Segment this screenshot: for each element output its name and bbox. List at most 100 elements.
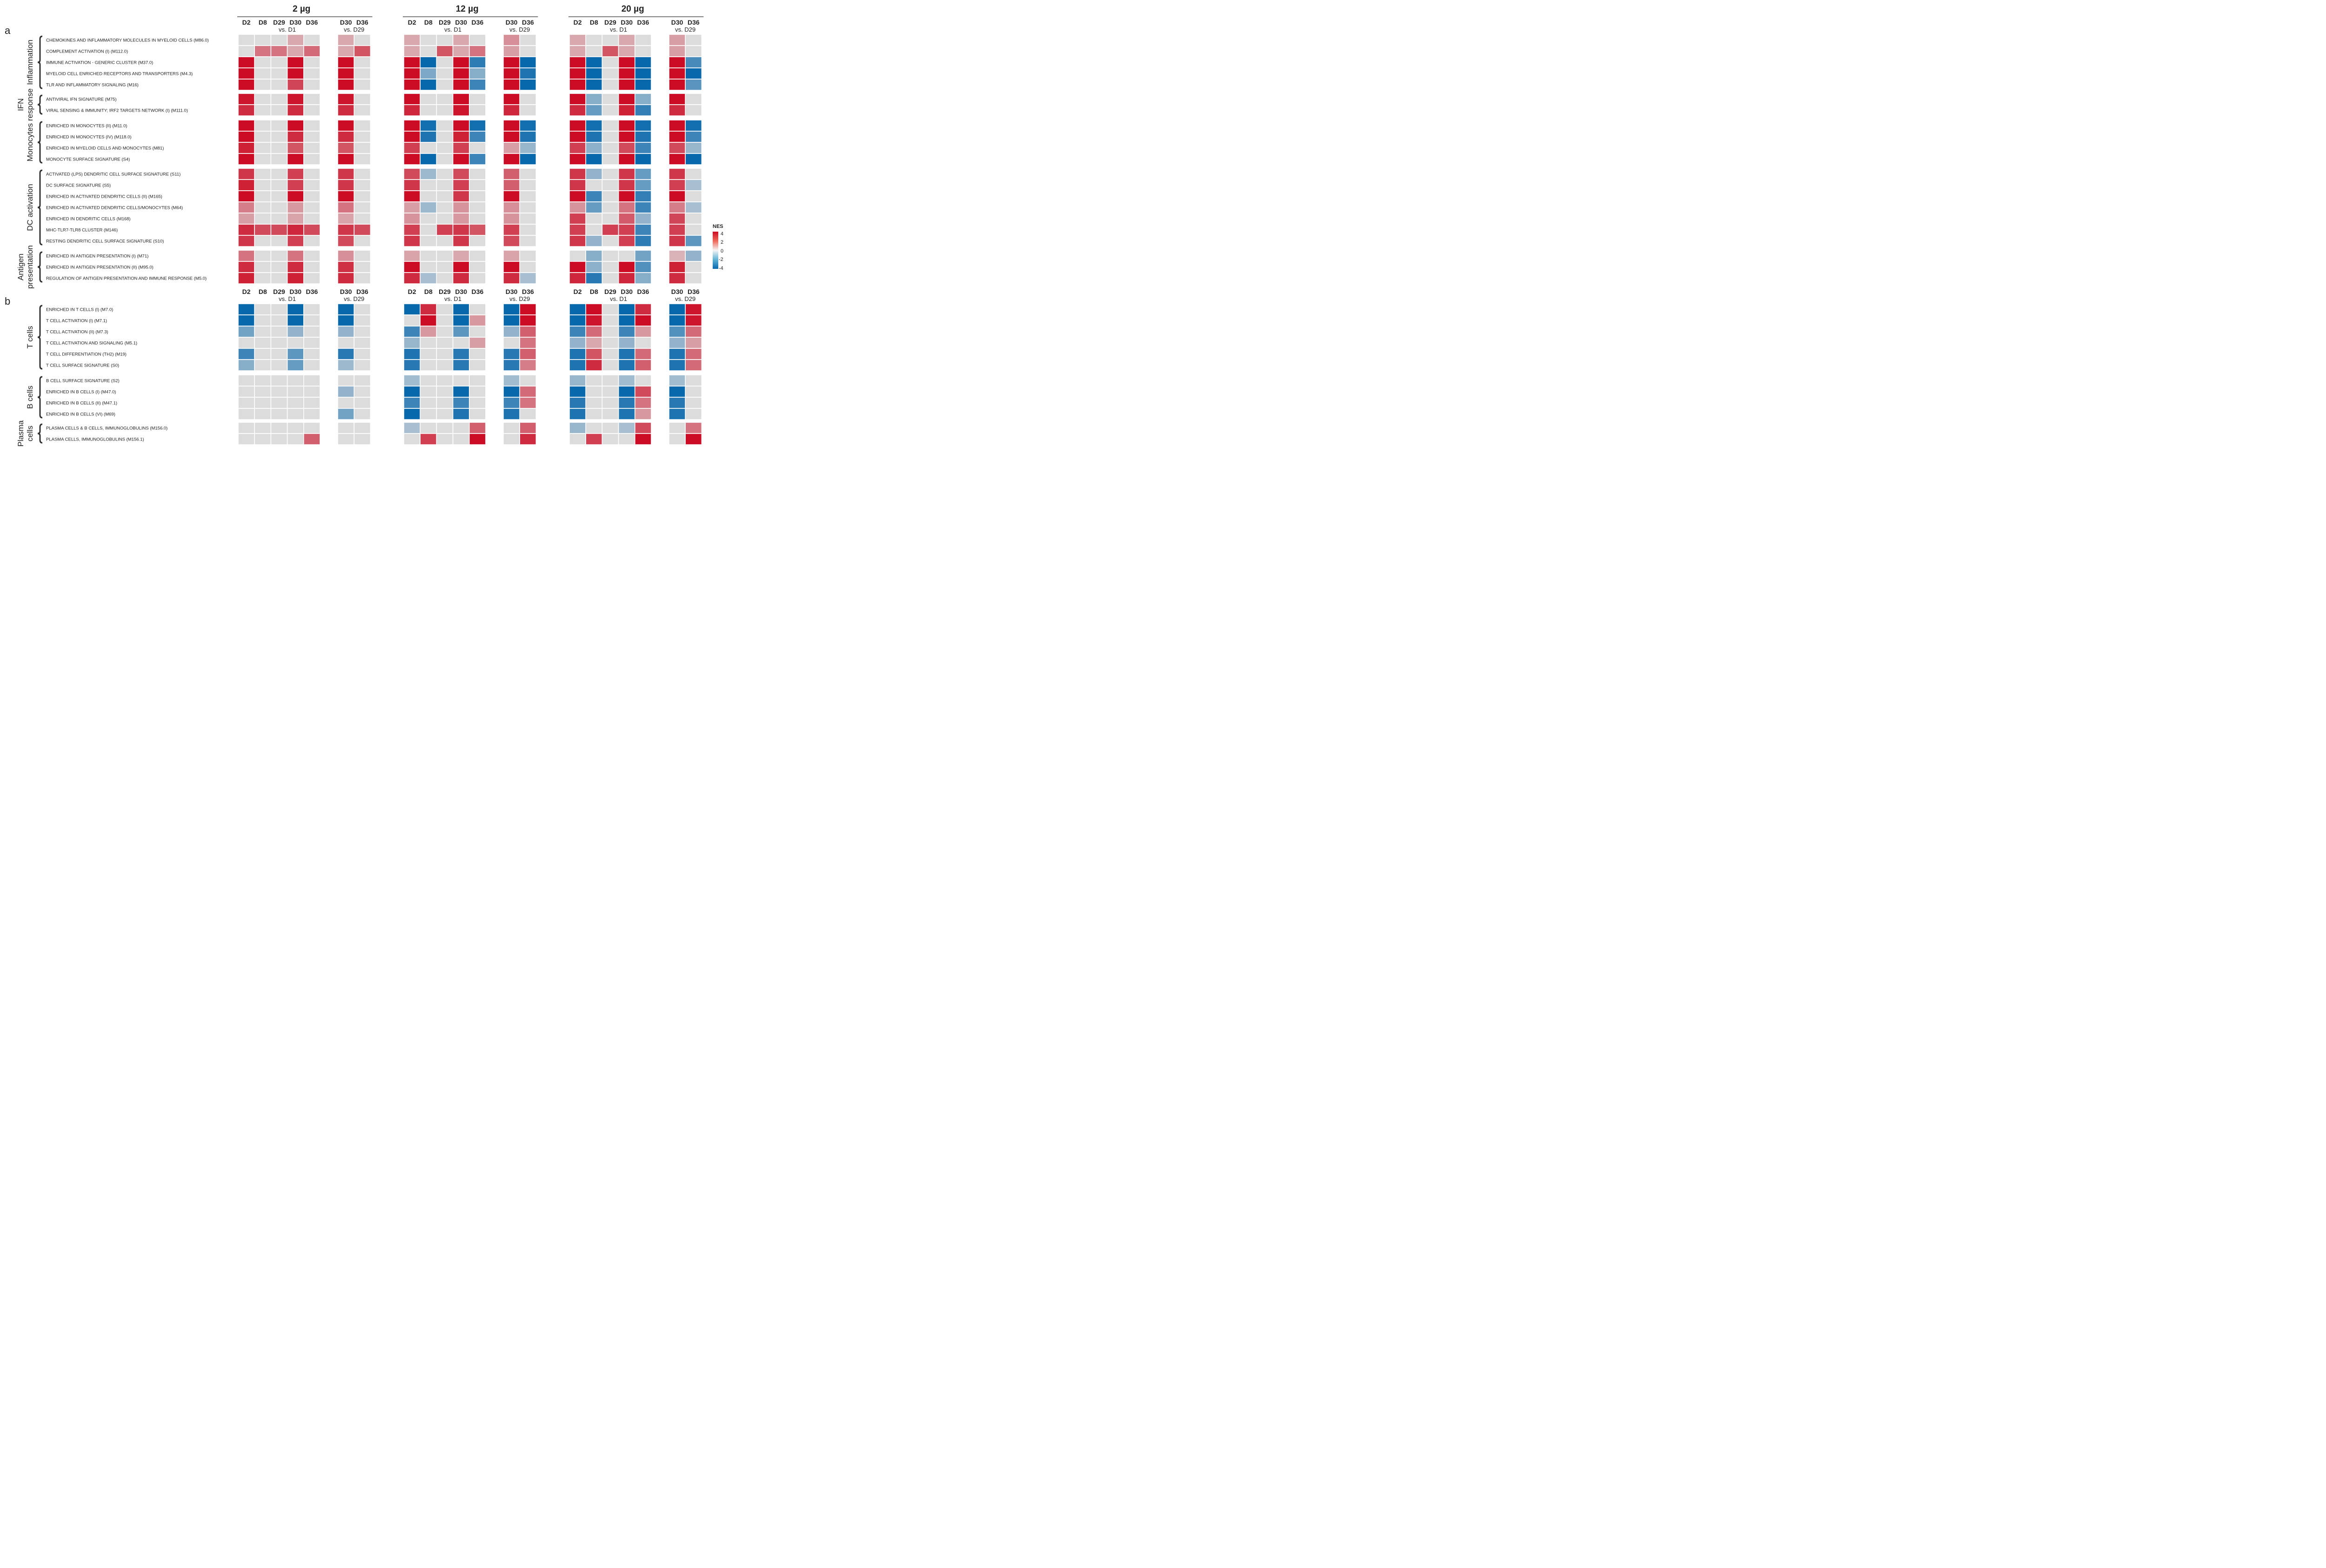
heatmap-cell (238, 120, 255, 132)
column-label: D29 (604, 288, 616, 295)
heatmap-cell (468, 190, 486, 202)
heatmap-cell (468, 250, 486, 262)
row-labels: CHEMOKINES AND INFLAMMATORY MOLECULES IN… (46, 38, 209, 442)
heatmap-cell (519, 120, 537, 132)
heatmap-cell (354, 67, 371, 80)
heatmap-cell (602, 261, 619, 273)
column-label: D30 (621, 19, 633, 26)
heatmap-cell (685, 348, 702, 360)
heatmap-cell (618, 131, 635, 143)
heatmap-cell (569, 422, 587, 434)
heatmap-cell (635, 235, 652, 247)
heatmap-cell (238, 250, 255, 262)
heatmap-cell (420, 314, 437, 327)
row-label: MONOCYTE SURFACE SIGNATURE (S4) (46, 157, 130, 162)
heatmap-cell (602, 142, 619, 154)
heatmap-cell (635, 386, 652, 398)
heatmap-cell (403, 422, 421, 434)
row-label: ENRICHED IN ACTIVATED DENDRITIC CELLS/MO… (46, 206, 183, 211)
column-label: D36 (472, 288, 484, 295)
heatmap-cell (503, 433, 521, 445)
heatmap-cell (270, 348, 288, 360)
heatmap-cell (618, 79, 635, 91)
heatmap-cell (303, 179, 321, 191)
heatmap-cell (403, 314, 421, 327)
heatmap-cell (452, 153, 470, 165)
heatmap-cell (452, 272, 470, 284)
row-label: ENRICHED IN ANTIGEN PRESENTATION (II) (M… (46, 265, 154, 270)
column-label: D36 (688, 288, 700, 295)
heatmap-cell (436, 261, 454, 273)
heatmap-cell (238, 326, 255, 338)
heatmap-cell (569, 224, 587, 236)
heatmap-cell (618, 272, 635, 284)
group-label: Monocytes (26, 123, 34, 161)
heatmap-cell (468, 104, 486, 116)
heatmap-cell (602, 93, 619, 105)
column-label: D2 (242, 19, 251, 26)
heatmap-cell (287, 153, 304, 165)
heatmap-cell (503, 224, 521, 236)
heatmap-cell (403, 348, 421, 360)
heatmap-cell (420, 131, 437, 143)
heatmap-cell (452, 79, 470, 91)
heatmap-cell (270, 224, 288, 236)
heatmap-cell (569, 303, 587, 315)
heatmap-cell (585, 224, 603, 236)
heatmap-cell (452, 56, 470, 68)
group-brace (37, 94, 43, 115)
heatmap-cell (270, 79, 288, 91)
heatmap-cell (468, 120, 486, 132)
heatmap-cell (337, 190, 355, 202)
heatmap-cell (287, 56, 304, 68)
heatmap-cell (468, 235, 486, 247)
heatmap-cell (685, 45, 702, 57)
group-brace (37, 376, 43, 419)
column-label: D2 (574, 288, 582, 295)
heatmap-cell (452, 374, 470, 387)
heatmap-cell (436, 397, 454, 409)
column-label: D29 (439, 19, 451, 26)
heatmap-cell (403, 120, 421, 132)
heatmap-cell (635, 79, 652, 91)
legend-color-bar (713, 232, 718, 269)
heatmap-cell (685, 179, 702, 191)
heatmap-cell (618, 224, 635, 236)
heatmap-cell (585, 153, 603, 165)
heatmap-cell (270, 397, 288, 409)
heatmap-cell (403, 261, 421, 273)
heatmap-cell (337, 56, 355, 68)
heatmap-cell (602, 235, 619, 247)
heatmap-cell (337, 168, 355, 180)
heatmap-cell (569, 179, 587, 191)
heatmap-cell (668, 235, 686, 247)
heatmap-cell (354, 348, 371, 360)
heatmap-cell (635, 224, 652, 236)
heatmap-cell (602, 45, 619, 57)
row-label: MHC-TLR7-TLR8 CLUSTER (M146) (46, 228, 118, 233)
heatmap-cell (403, 326, 421, 338)
heatmap-cell (635, 34, 652, 46)
heatmap-cell (303, 45, 321, 57)
heatmap-cell (618, 168, 635, 180)
heatmap-cell (337, 201, 355, 214)
heatmap-cell (468, 93, 486, 105)
heatmap-cell (503, 272, 521, 284)
heatmap-cell (436, 386, 454, 398)
heatmap-cell (602, 190, 619, 202)
heatmap-cell (287, 303, 304, 315)
heatmap-cell (254, 235, 272, 247)
heatmap-cell (403, 359, 421, 371)
column-label: D8 (259, 288, 267, 295)
heatmap-cell (468, 272, 486, 284)
heatmap-cell (519, 397, 537, 409)
heatmap-cell (337, 34, 355, 46)
heatmap-cell (354, 303, 371, 315)
heatmap-cell (668, 386, 686, 398)
heatmap-cell (270, 337, 288, 349)
heatmap-cell (468, 45, 486, 57)
heatmap-cell (337, 179, 355, 191)
heatmap-cell (254, 326, 272, 338)
heatmap-cell (685, 235, 702, 247)
comparison-label: vs. D29 (344, 26, 364, 33)
